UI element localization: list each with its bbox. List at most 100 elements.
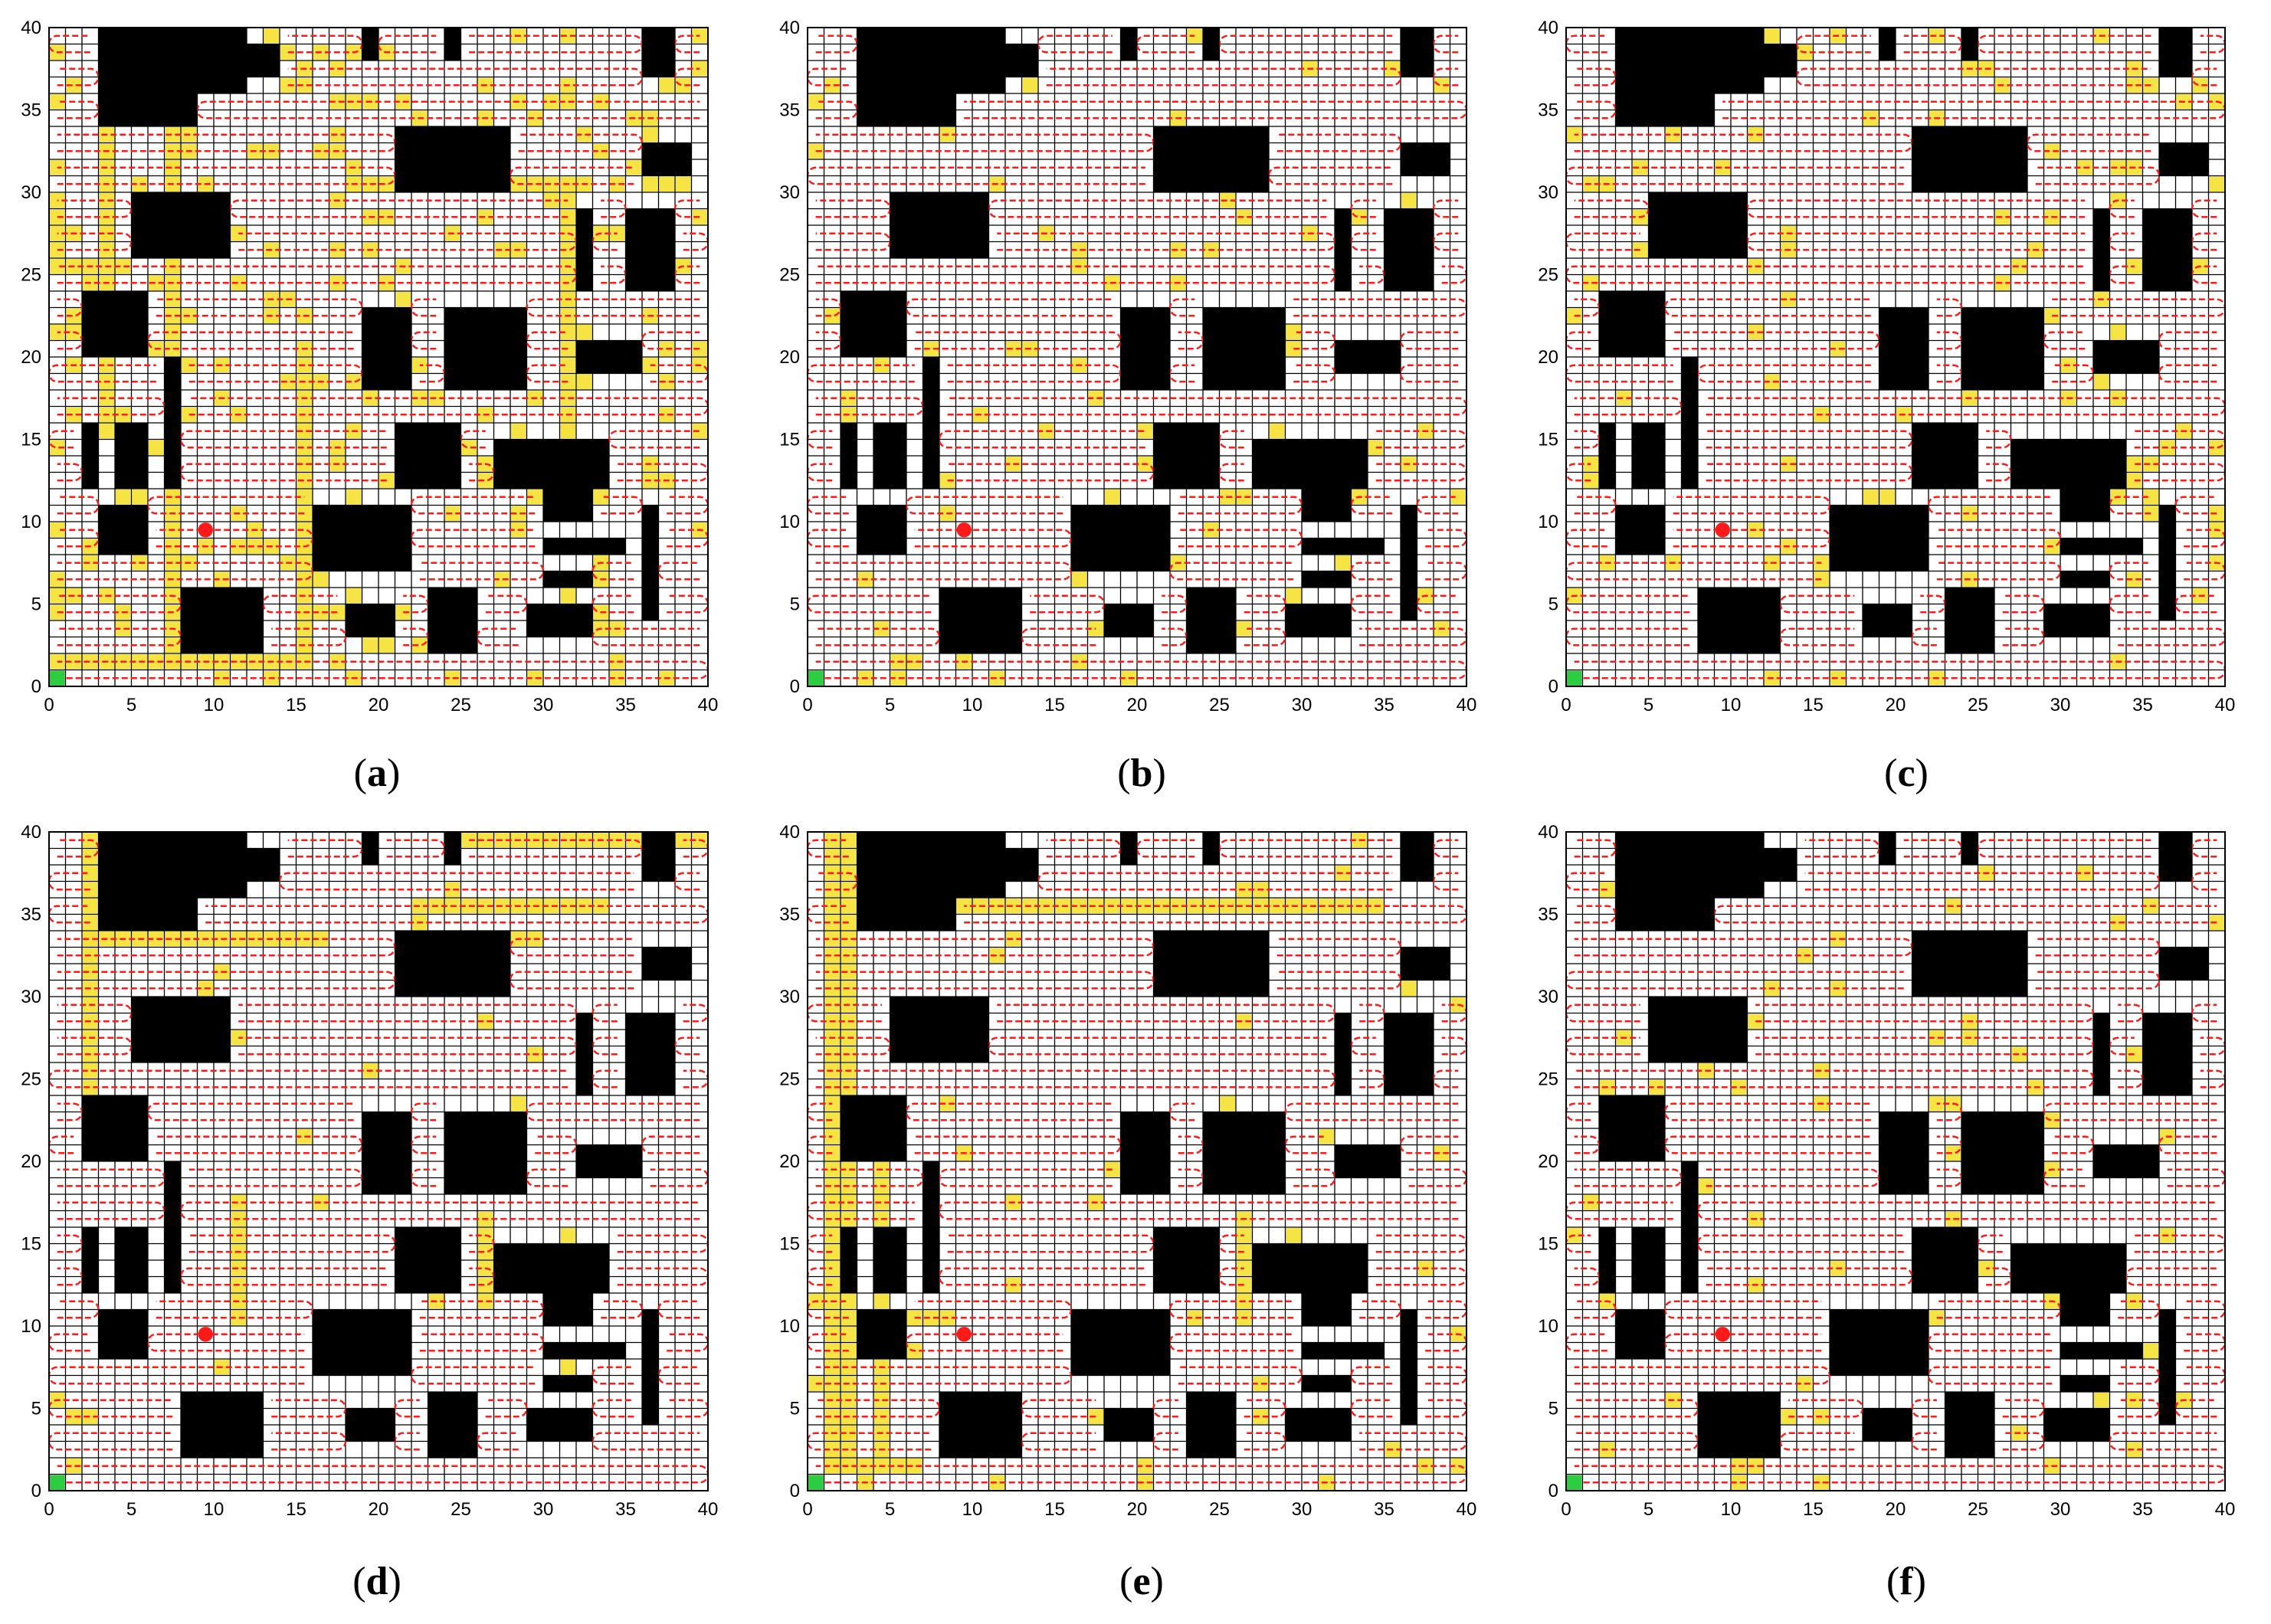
path-segment xyxy=(2043,1102,2217,1121)
obstacle xyxy=(2093,1013,2110,1095)
path-segment xyxy=(815,331,842,350)
y-tick-label: 25 xyxy=(21,1069,41,1090)
obstacle xyxy=(1912,1227,1978,1293)
obstacle xyxy=(873,423,906,489)
overlap-cell xyxy=(313,932,329,947)
obstacle xyxy=(1681,1161,1698,1293)
path-segment xyxy=(188,397,709,416)
path-segment xyxy=(1920,594,1946,614)
obstacle xyxy=(2060,571,2110,588)
overlap-cell xyxy=(1072,571,1087,587)
path-segment xyxy=(1574,1168,1683,1187)
path-segment xyxy=(2043,1168,2086,1187)
y-tick-label: 15 xyxy=(779,1234,800,1255)
overlap-cell xyxy=(544,899,559,914)
x-tick-label: 5 xyxy=(885,1499,895,1520)
path-segment xyxy=(1574,1135,1601,1154)
overlap-cell xyxy=(132,489,147,505)
obstacle xyxy=(493,439,609,489)
obstacle xyxy=(1104,1408,1154,1442)
path-segment xyxy=(806,1333,849,1352)
path-segment xyxy=(2184,562,2227,581)
path-segment xyxy=(2184,529,2227,548)
path-segment xyxy=(377,34,437,54)
overlap-cell xyxy=(1335,555,1351,571)
path-segment xyxy=(2109,265,2135,284)
overlap-cell xyxy=(1450,489,1466,505)
path-segment xyxy=(1696,1201,2217,1220)
overlap-cell xyxy=(1006,932,1021,947)
overlap-cell xyxy=(329,94,345,110)
path-segment xyxy=(1425,1399,1468,1418)
path-segment xyxy=(419,1300,545,1319)
plot-border xyxy=(48,831,709,1491)
y-tick-label: 15 xyxy=(21,1234,41,1255)
path-segment xyxy=(48,872,90,891)
obstacle xyxy=(576,340,642,374)
overlap-cell xyxy=(231,539,246,554)
overlap-cell xyxy=(1434,1145,1450,1161)
x-tick-label: 5 xyxy=(126,695,136,715)
x-tick-label: 35 xyxy=(615,1499,636,1520)
path-segment xyxy=(1663,298,1871,317)
path-segment xyxy=(1359,1004,1385,1023)
overlap-cell xyxy=(1616,391,1631,406)
obstacle xyxy=(1153,1227,1220,1293)
path-segment xyxy=(57,1267,84,1286)
obstacle xyxy=(1945,588,1994,653)
path-segment xyxy=(1788,1399,1864,1418)
obstacles xyxy=(82,832,692,1458)
overlap-cell xyxy=(50,588,65,604)
path-segment xyxy=(806,496,849,515)
path-segment xyxy=(156,529,314,548)
overlap-cell xyxy=(940,1096,955,1112)
path-segment xyxy=(238,1036,578,1056)
overlap-cell xyxy=(841,1294,857,1309)
obstacle xyxy=(873,1227,906,1293)
path-segment xyxy=(1178,331,1204,350)
panel-plot-b: 00 5 5 10 10 15 15 20 20 25 25 30 30 35 35 40 40 xyxy=(779,18,1476,715)
overlap-cell xyxy=(379,176,395,192)
plot-border xyxy=(807,27,1467,687)
path-segment xyxy=(1276,938,1402,957)
path-segment xyxy=(1046,839,1122,858)
overlap-cell xyxy=(659,407,674,422)
path-segment xyxy=(938,430,1145,449)
overlap-cell xyxy=(544,193,559,208)
overlap-cell xyxy=(329,61,345,77)
path-segment xyxy=(2109,562,2151,581)
overlap-cell xyxy=(824,1409,840,1424)
y-tick-label: 40 xyxy=(21,18,41,38)
overlap-cell xyxy=(379,637,395,653)
overlap-cell xyxy=(560,424,575,439)
overlap-cell xyxy=(83,1079,98,1095)
overlap-cell xyxy=(1583,275,1598,290)
path-segment xyxy=(156,1135,363,1154)
overlap-cell xyxy=(149,275,164,290)
path-segment xyxy=(947,1234,1155,1253)
path-segment xyxy=(1986,463,2012,482)
overlap-cell xyxy=(824,1211,840,1226)
overlap-cell xyxy=(247,932,263,947)
x-tick-label: 25 xyxy=(451,695,471,715)
overlap-cell xyxy=(66,1409,81,1424)
path-segment xyxy=(287,67,644,87)
obstacle xyxy=(841,1227,857,1293)
path-segment xyxy=(410,1168,437,1187)
overlap-cell xyxy=(165,539,180,554)
overlap-cell xyxy=(297,571,312,587)
path-segment xyxy=(469,463,495,482)
overlap-cell xyxy=(841,964,857,980)
overlap-cell xyxy=(2209,440,2224,455)
overlap-cell xyxy=(2044,1112,2060,1128)
obstacle xyxy=(1863,604,1912,637)
path-segment xyxy=(1350,594,1393,614)
overlap-cell xyxy=(247,539,263,554)
path-segment xyxy=(485,1399,528,1418)
obstacle xyxy=(2159,832,2192,882)
path-segment xyxy=(592,627,700,647)
y-tick-label: 35 xyxy=(1538,100,1558,121)
obstacle xyxy=(1005,848,1038,882)
obstacle xyxy=(197,28,247,93)
overlap-cell xyxy=(2143,1343,2158,1358)
